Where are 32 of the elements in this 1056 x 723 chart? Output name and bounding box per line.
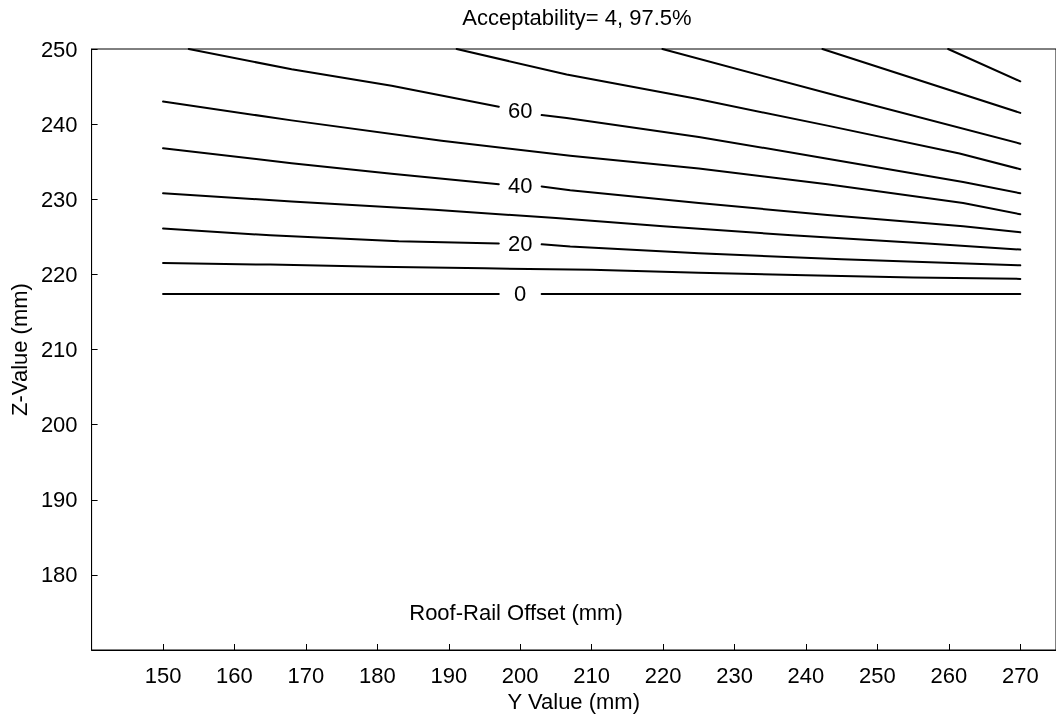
x-tick-label: 150 [144,662,182,688]
y-tick-label: 180 [40,562,78,588]
chart-title: Acceptability= 4, 97.5% [462,4,692,30]
x-tick-label: 160 [216,662,253,688]
y-tick-label: 230 [40,186,78,212]
y-tick-label: 220 [40,261,78,287]
x-tick-label: 240 [787,662,825,688]
y-tick-label: 210 [40,337,78,362]
y-tick-label: 200 [40,412,78,438]
y-axis-title: Z-Value (mm) [6,283,32,416]
series-label: 40 [507,172,533,198]
x-axis-title: Y Value (mm) [507,689,641,715]
x-tick-label: 220 [644,662,682,688]
line-series [162,262,1022,280]
x-tick-label: 190 [430,662,468,688]
y-tick-label: 240 [40,111,78,137]
series-label: 60 [507,98,533,124]
series-label: 20 [507,231,533,257]
x-tick-label: 270 [1001,662,1039,688]
x-tick-label: 210 [573,662,611,688]
line-series [162,100,1022,216]
annotation: Roof-Rail Offset (mm) [409,599,623,625]
series-label: 0 [514,281,527,307]
x-tick-label: 250 [859,662,896,688]
y-tick-label: 250 [40,36,78,62]
x-tick-label: 230 [716,662,753,688]
x-tick-label: 260 [930,662,968,688]
line-series [162,192,1022,251]
x-tick-label: 180 [358,662,396,688]
y-tick-label: 190 [40,487,78,513]
x-tick-label: 200 [501,662,539,688]
x-tick-label: 170 [287,662,325,688]
